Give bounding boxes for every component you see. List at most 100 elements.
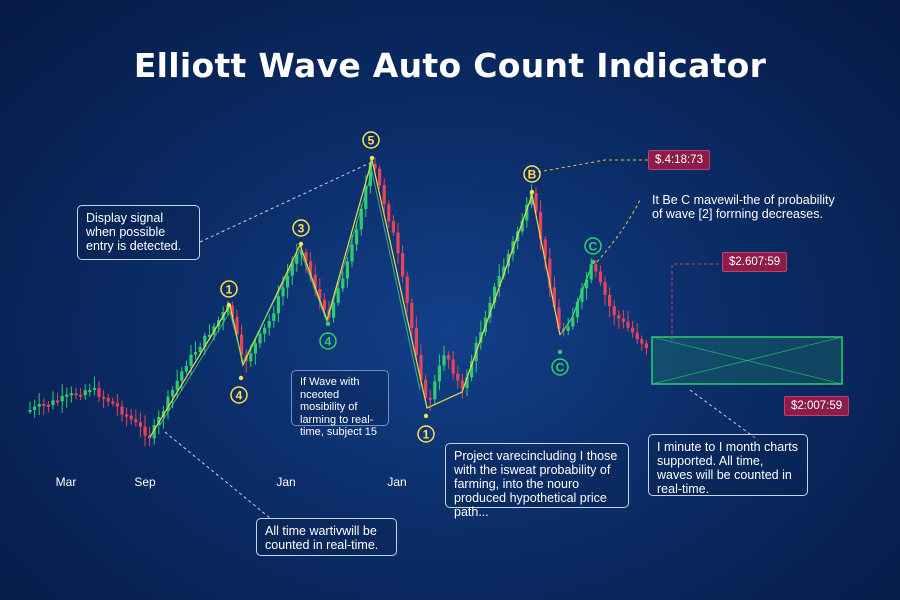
candle [203,332,207,355]
wave-marker-label: 4 [236,389,243,403]
candle [184,360,188,375]
wave-marker-4: 4 [230,375,248,404]
candle [60,384,64,413]
wave-marker-label: 5 [368,134,375,148]
wave-marker-label: 1 [226,283,233,297]
candle [115,394,119,416]
x-tick-label: Sep [134,475,156,489]
candle [442,345,446,372]
candle [617,310,621,329]
candle [83,384,87,400]
candle [194,341,198,360]
wave-marker-label: 4 [325,335,332,349]
callout-timeframes: I minute to I month charts supported. Al… [648,434,808,496]
candle [336,282,340,306]
wave-marker-label: C [556,361,565,375]
price-tag-top: $.4:18:73 [648,150,710,170]
candle [465,369,469,396]
candle [437,354,441,390]
candle [166,390,170,420]
candle [631,320,635,338]
candle [258,330,262,349]
candle [401,245,405,283]
candle [88,383,92,397]
candle [79,387,83,401]
target-zone-box [651,336,843,385]
candle [345,256,349,288]
leader-timeframes [689,389,759,441]
x-tick-label: Mar [56,475,77,489]
candle [493,283,497,309]
candle [267,314,271,336]
candle [424,374,428,402]
wave-marker-label: 3 [298,222,305,236]
wave-marker-1: 1 [220,280,238,308]
candle [640,335,644,351]
candle [355,220,359,252]
candle [391,214,395,236]
candle [557,298,561,333]
callout-display-signal: Display signal when possible entry is de… [77,205,200,260]
wave-marker-label: B [528,168,537,182]
candle [65,387,69,408]
candle [378,165,382,189]
candle [42,398,46,415]
candle [603,276,607,306]
leader-b-c [596,199,641,263]
wave-markers-group: 1 4 3 4 5 1 B C C [220,131,602,443]
candle [129,408,133,425]
candle [341,270,345,292]
candle [120,400,124,422]
candle [111,397,115,407]
candle [460,373,464,399]
candle [621,310,625,329]
leader-lines-group [164,159,759,519]
candle [405,271,409,313]
wave-line-green [159,170,421,426]
wave-marker-b: B [523,165,541,195]
candle [626,310,630,332]
candle [594,259,598,278]
wave-marker-c: C [551,349,569,376]
candle [497,264,501,298]
candle [332,298,336,323]
candle [644,339,648,355]
candle [37,393,41,415]
candle [69,386,73,403]
note-b-c: It Be C mavewil-the of probability of wa… [652,193,835,221]
candle [138,412,142,438]
candle [92,376,96,396]
candle [56,393,60,406]
candle [488,296,492,323]
wave-lines-group [149,159,593,438]
candle [263,324,267,343]
candle [414,316,418,362]
candle [46,401,50,413]
leader-price-top [537,159,648,173]
candle [410,297,414,337]
candle [106,393,110,407]
callout-all-time: All time wartivwill be counted in real-t… [256,518,397,556]
candle [74,387,78,400]
candle [207,324,211,340]
wave-marker-c: C [584,237,602,265]
wave-marker-label: C [589,240,598,254]
candle [548,248,552,298]
candle [525,197,529,228]
candle [28,401,32,415]
candle [571,307,575,330]
x-tick-label: Jan [387,475,406,489]
candle [612,299,616,326]
candle [566,318,570,336]
candle [272,305,276,328]
candle [102,390,106,408]
candle [33,399,37,418]
wave-line-c [559,264,593,336]
callout-if-wave: If Wave with nceoted mosibility of larmi… [291,370,389,438]
candle [143,415,147,447]
candle [309,252,313,282]
candle [97,380,101,402]
candle [428,389,432,411]
candle [433,375,437,406]
